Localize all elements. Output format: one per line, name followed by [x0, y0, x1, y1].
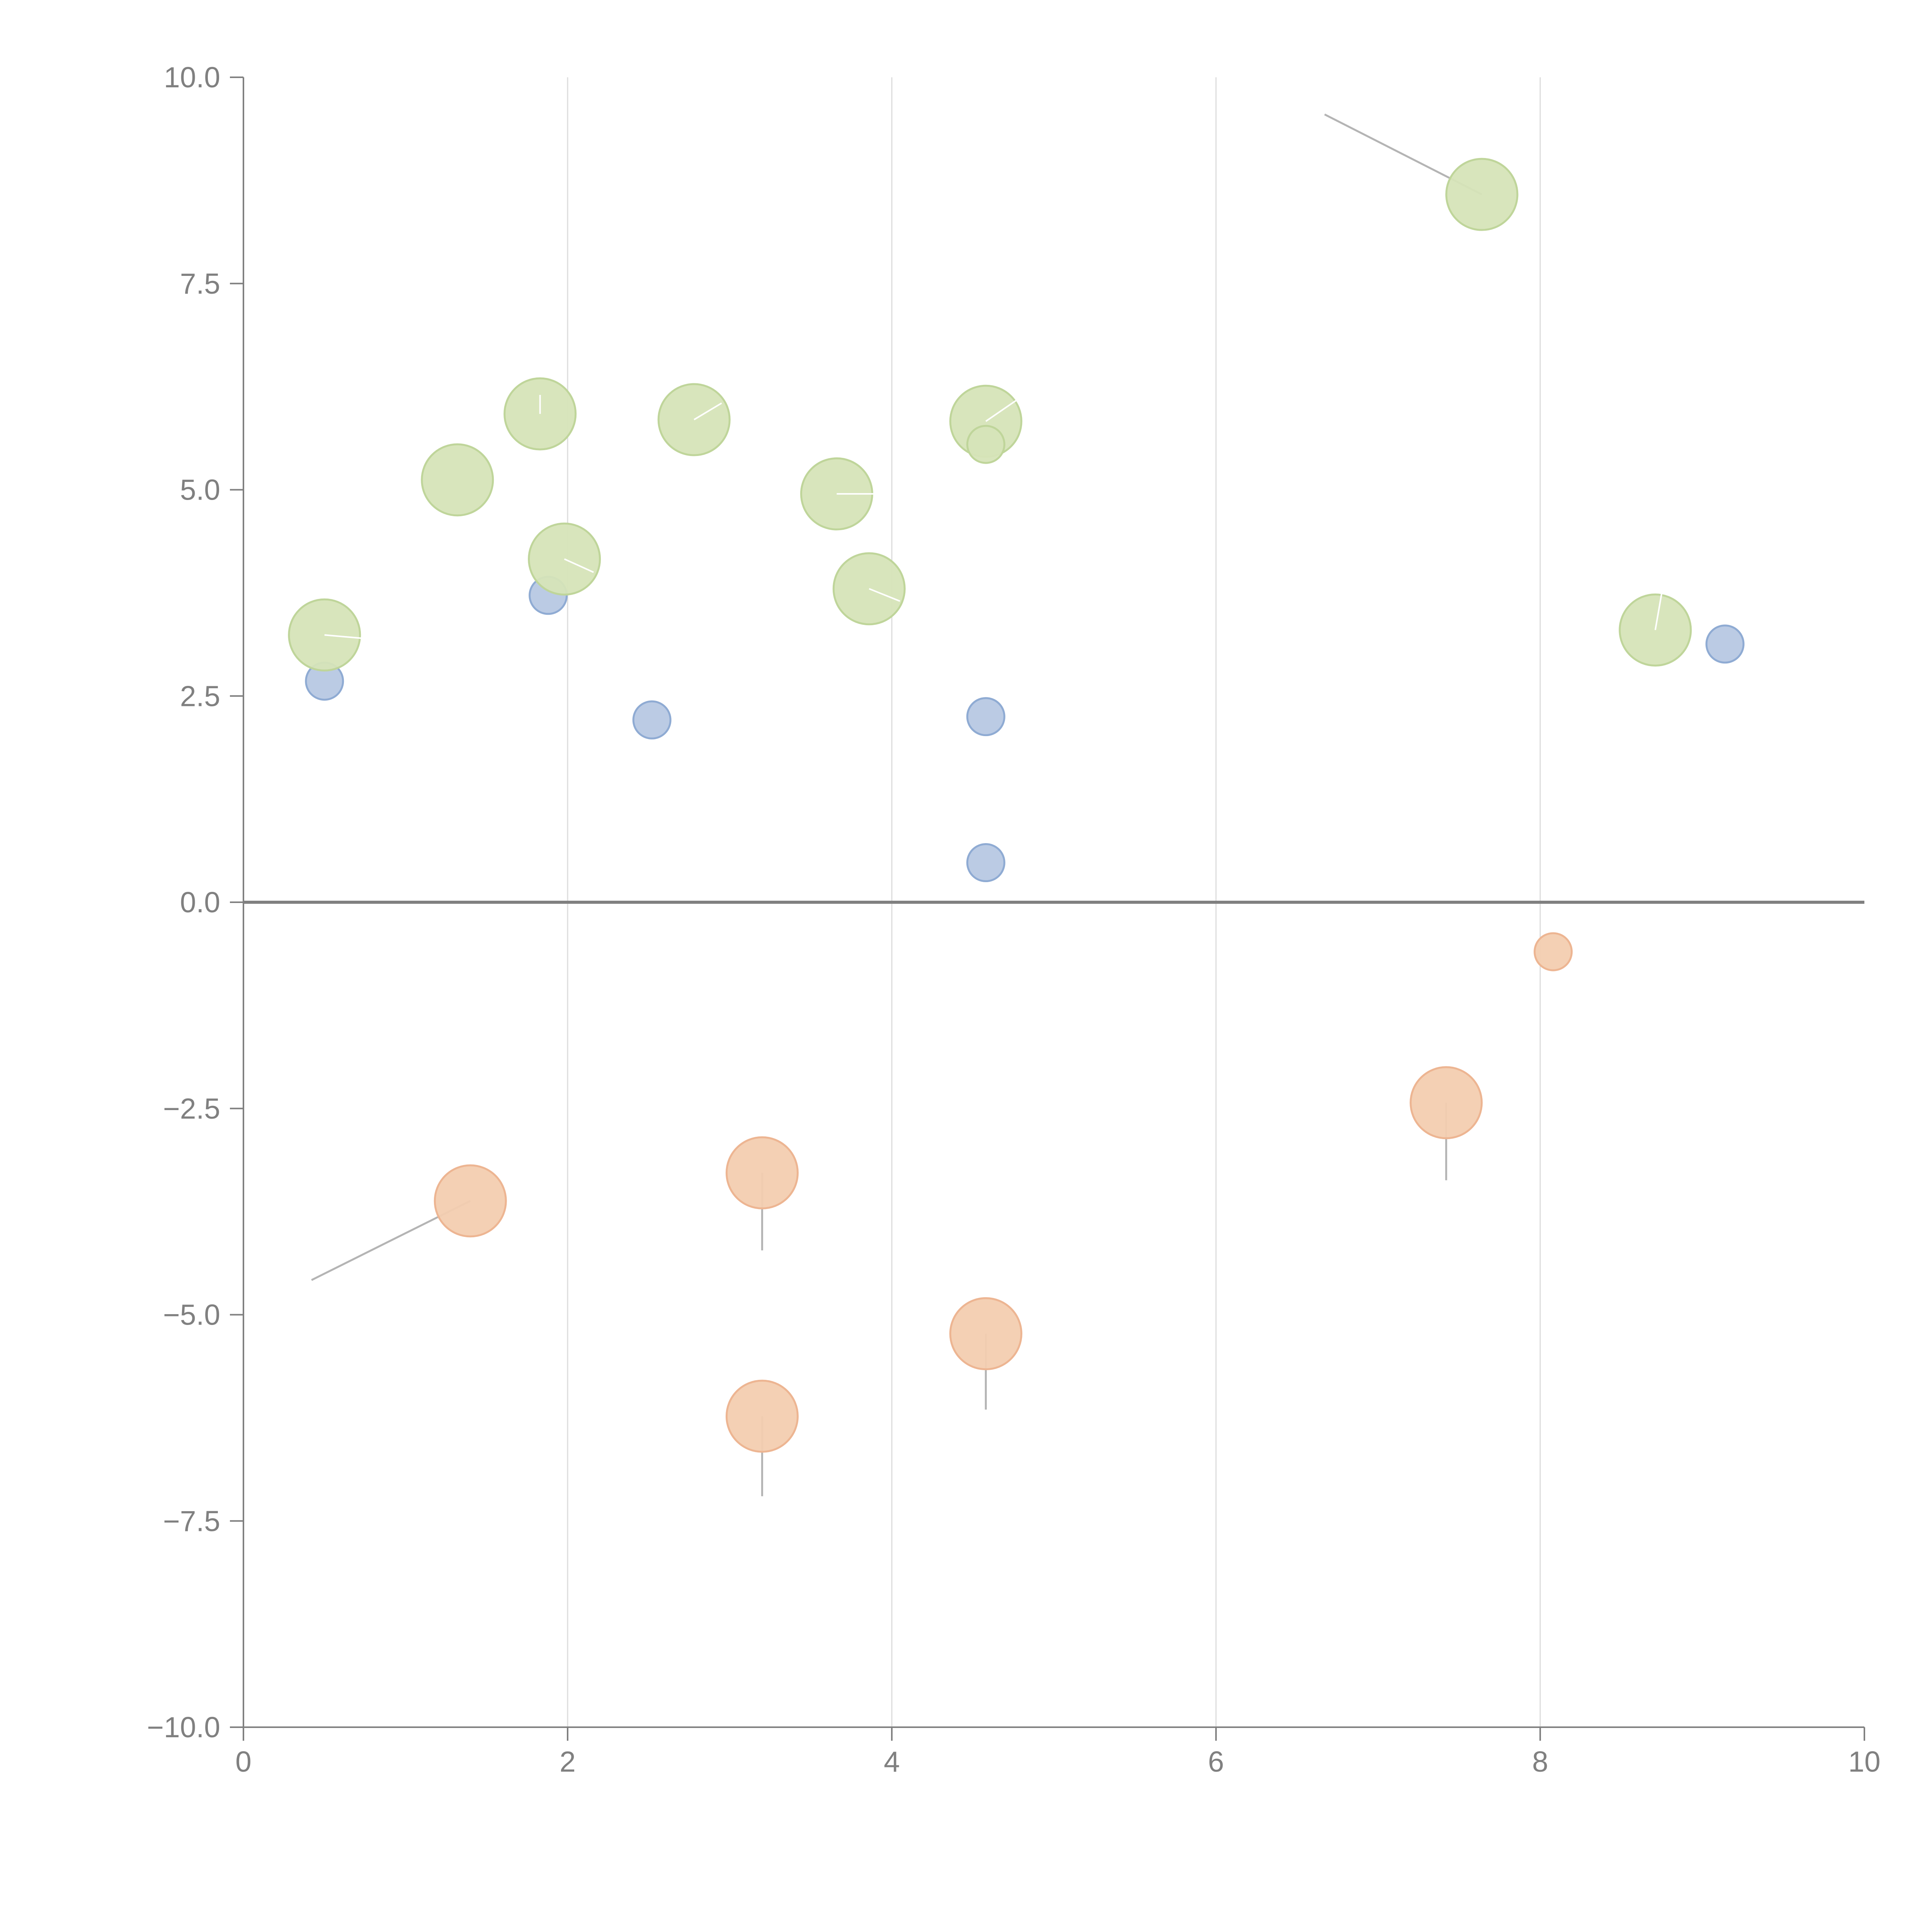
x-tick-label-1: 2 — [560, 1745, 576, 1778]
y-tick-label-8: −10.0 — [147, 1711, 220, 1743]
y-tick-label-6: −5.0 — [163, 1299, 220, 1331]
y-tick-label-4: 0.0 — [180, 886, 220, 918]
connector-layer — [311, 113, 1483, 1497]
blue-point-5 — [1705, 624, 1745, 664]
green-connector-4 — [694, 402, 722, 420]
point-layer — [288, 158, 1745, 1453]
x-tick-label-2: 4 — [884, 1745, 900, 1778]
green-connector-7 — [985, 398, 1019, 422]
green-connector-10 — [1654, 593, 1663, 630]
tick-label-layer: 0 2 4 6 8 10 10.0 7.5 5.0 2.5 0.0 −2.5 −5.0 −7.5 −10.0 — [147, 61, 1881, 1778]
x-tick-label-3: 6 — [1208, 1745, 1224, 1778]
blue-point-2 — [632, 700, 672, 740]
orange-point-1 — [725, 1136, 799, 1209]
orange-point-5 — [1534, 932, 1573, 971]
green-point-9 — [1445, 158, 1519, 231]
axis-layer — [230, 77, 1865, 1741]
orange-point-0 — [434, 1164, 507, 1238]
orange-point-4 — [1410, 1066, 1483, 1139]
green-point-8 — [966, 425, 1005, 464]
green-connector-3 — [564, 558, 594, 573]
green-connector-6 — [869, 588, 900, 602]
orange-point-3 — [949, 1297, 1022, 1371]
y-tick-label-1: 7.5 — [180, 267, 220, 300]
x-tick-label-0: 0 — [235, 1745, 252, 1778]
y-tick-label-0: 10.0 — [164, 61, 220, 94]
blue-point-3 — [966, 697, 1005, 736]
x-tick-label-5: 10 — [1848, 1745, 1880, 1778]
orange-point-2 — [725, 1379, 799, 1453]
x-tick-label-4: 8 — [1532, 1745, 1548, 1778]
y-tick-label-5: −2.5 — [163, 1092, 220, 1125]
green-point-1 — [421, 443, 494, 517]
green-connector-0 — [324, 634, 362, 639]
y-tick-label-3: 2.5 — [180, 680, 220, 712]
blue-point-4 — [966, 843, 1005, 883]
y-tick-label-2: 5.0 — [180, 474, 220, 506]
y-tick-label-7: −7.5 — [163, 1505, 220, 1537]
